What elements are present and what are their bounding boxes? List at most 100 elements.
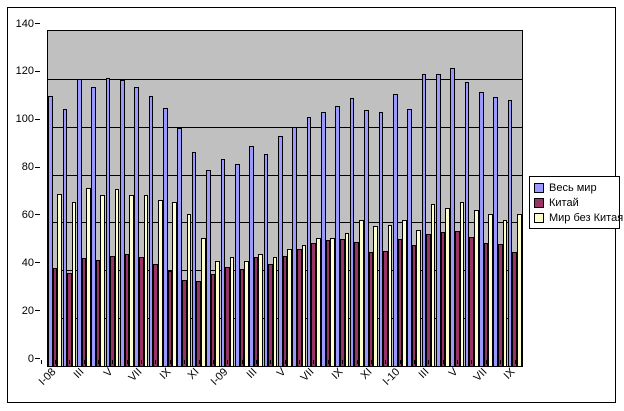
x-axis-tick: [514, 360, 516, 364]
x-axis-tick: [500, 360, 502, 364]
bar-world-ex-china: [129, 194, 134, 366]
bar-china: [110, 255, 115, 366]
x-axis-tick: [457, 360, 459, 364]
y-axis-label: 100: [15, 113, 34, 126]
x-axis-tick: [141, 360, 143, 364]
legend-item-world-ex-china: Мир без Китая: [534, 210, 623, 225]
y-axis-tick: [35, 310, 40, 312]
x-axis-tick: [370, 360, 372, 364]
x-axis-tick: [413, 360, 415, 364]
x-axis-tick: [385, 360, 387, 364]
bar-world: [464, 82, 470, 366]
bar-world: [48, 95, 53, 366]
x-axis-tick: [428, 360, 430, 364]
x-axis-tick: [112, 360, 114, 364]
legend: Весь мир Китай Мир без Китая: [529, 176, 623, 229]
bar-china: [268, 264, 273, 366]
bar-world-ex-china: [244, 260, 249, 366]
bar-world-ex-china: [157, 199, 163, 366]
bar-world-ex-china: [86, 187, 91, 366]
bar-world: [220, 159, 226, 366]
bar-china: [124, 253, 130, 366]
legend-swatch-world: [534, 182, 544, 193]
bar-world: [349, 98, 355, 366]
bar-world-ex-china: [416, 229, 422, 366]
bar-world-ex-china: [272, 257, 278, 366]
x-axis-tick: [184, 360, 186, 364]
x-axis-tick: [342, 360, 344, 364]
x-axis-tick: [126, 360, 128, 364]
y-axis-label: 0: [27, 352, 34, 365]
bar-china: [469, 236, 474, 366]
bar-world-ex-china: [344, 233, 350, 366]
x-axis-tick: [212, 360, 214, 364]
bar-world-ex-china: [57, 193, 62, 366]
y-axis-tick: [35, 23, 40, 24]
gridline-100: [48, 126, 522, 128]
x-axis-tick: [284, 360, 286, 364]
bar-world: [364, 109, 369, 366]
plot-area: [47, 30, 523, 367]
bar-world-ex-china: [330, 237, 335, 366]
bar-world: [436, 74, 441, 366]
legend-item-world: Весь мир: [534, 180, 615, 195]
bar-world: [392, 94, 398, 366]
x-axis-tick: [299, 360, 301, 364]
bar-world: [134, 87, 139, 366]
bar-world: [479, 92, 484, 366]
bar-china: [512, 252, 518, 366]
bar-world: [76, 78, 82, 366]
bar-world-ex-china: [301, 245, 307, 366]
bar-world-ex-china: [517, 214, 522, 366]
bar-china: [325, 240, 331, 366]
x-axis-tick: [327, 360, 329, 364]
bar-world-ex-china: [172, 202, 177, 366]
bar-world: [62, 108, 68, 366]
bar-china: [311, 242, 316, 366]
bar-world: [407, 108, 412, 366]
gridline-80: [48, 174, 522, 176]
bar-world: [335, 106, 341, 366]
bar-world-ex-china: [402, 220, 407, 366]
bar-world: [507, 100, 513, 366]
x-axis-tick: [442, 360, 444, 364]
y-axis-tick: [35, 358, 40, 359]
bar-world-ex-china: [215, 260, 220, 366]
bar-world: [450, 68, 455, 366]
bar-world: [206, 169, 211, 366]
bar-world: [249, 145, 254, 366]
bar-world-ex-china: [114, 188, 120, 366]
bar-world: [177, 127, 183, 366]
y-axis-tick: [35, 166, 40, 168]
bar-world-ex-china: [71, 202, 77, 366]
legend-swatch-china: [534, 197, 544, 208]
x-axis-tick: [313, 360, 315, 364]
bar-world: [378, 112, 384, 366]
bar-world-ex-china: [186, 214, 192, 366]
bar-world-ex-china: [229, 257, 235, 366]
bar-world: [163, 107, 168, 366]
bar-world-ex-china: [258, 253, 264, 366]
bar-world-ex-china: [488, 214, 493, 366]
bar-china: [296, 248, 302, 366]
bar-china: [397, 239, 403, 366]
bar-world-ex-china: [143, 194, 149, 366]
bar-world-ex-china: [315, 237, 321, 366]
y-axis-tick: [35, 118, 40, 120]
bar-china: [411, 245, 417, 366]
bar-world-ex-china: [445, 208, 450, 366]
bar-world: [105, 77, 111, 366]
bar-world: [321, 112, 326, 366]
bar-china: [454, 230, 460, 366]
x-axis-tick: [155, 360, 157, 364]
x-axis-tick: [485, 360, 487, 364]
bar-china: [354, 241, 360, 366]
bar-china: [498, 243, 503, 366]
legend-item-china: Китай: [534, 195, 615, 210]
x-axis-tick: [270, 360, 272, 364]
bar-world-ex-china: [473, 210, 479, 366]
bar-world: [234, 163, 240, 366]
bar-china: [67, 272, 72, 366]
bar-world-ex-china: [502, 220, 508, 366]
bar-china: [383, 251, 388, 366]
